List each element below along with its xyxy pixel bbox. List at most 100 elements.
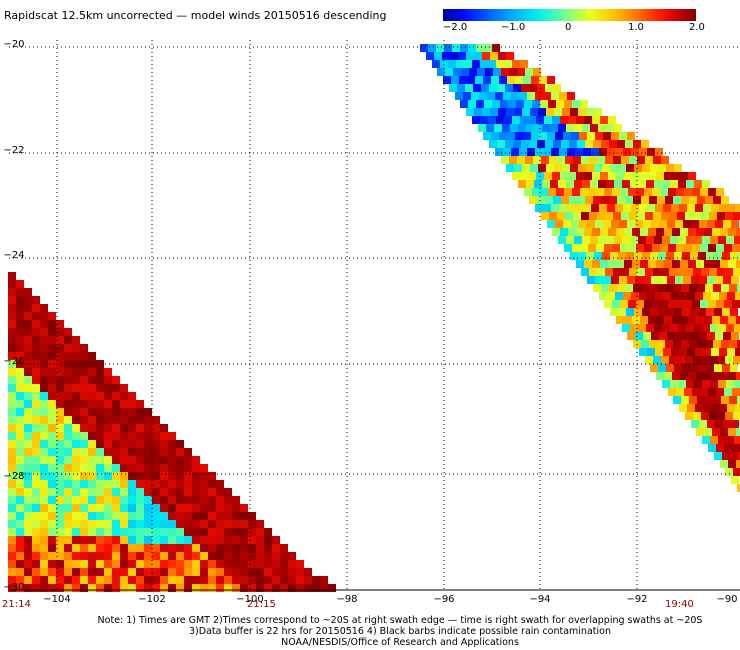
wind-cell [152, 496, 160, 504]
wind-cell [578, 164, 586, 172]
wind-cell [541, 212, 549, 220]
wind-cell [443, 76, 451, 84]
wind-cell [699, 220, 707, 228]
wind-cell [40, 576, 48, 584]
wind-cell [112, 488, 120, 496]
swath-time-right: 19:40 [665, 599, 694, 610]
wind-cell [566, 124, 574, 132]
wind-cell [24, 400, 32, 408]
wind-cell [56, 392, 64, 400]
wind-cell [232, 576, 240, 584]
wind-cell [304, 576, 312, 584]
wind-cell [168, 464, 176, 472]
wind-cell [698, 364, 706, 372]
wind-cell [654, 180, 662, 188]
wind-cell [504, 60, 512, 68]
wind-cell [700, 188, 708, 196]
wind-cell [24, 480, 32, 488]
wind-cell [120, 440, 128, 448]
wind-cell [712, 428, 720, 436]
wind-cell [104, 416, 112, 424]
wind-cell [120, 488, 128, 496]
wind-cell [120, 456, 128, 464]
wind-cell [617, 196, 625, 204]
wind-cell [232, 552, 240, 560]
wind-cell [56, 336, 64, 344]
wind-cell [623, 204, 631, 212]
wind-cell [64, 520, 72, 528]
wind-cell [702, 436, 710, 444]
wind-cell [160, 528, 168, 536]
wind-cell [627, 276, 635, 284]
wind-cell [72, 408, 80, 416]
wind-cell [609, 140, 617, 148]
wind-cell [72, 504, 80, 512]
wind-cell [40, 304, 48, 312]
wind-cell [711, 404, 719, 412]
wind-cell [80, 432, 88, 440]
wind-cell [208, 536, 216, 544]
wind-cell [112, 392, 120, 400]
wind-cell [40, 392, 48, 400]
wind-cell [72, 480, 80, 488]
wind-cell [176, 488, 184, 496]
wind-cell [558, 180, 566, 188]
wind-cell [535, 92, 543, 100]
wind-cell [594, 108, 602, 116]
wind-cell [484, 100, 492, 108]
wind-cell [726, 236, 734, 244]
wind-cell [620, 244, 628, 252]
wind-cell [704, 260, 712, 268]
wind-cell [208, 560, 216, 568]
wind-cell [599, 148, 607, 156]
note-line: NOAA/NESDIS/Office of Research and Appli… [281, 637, 519, 648]
wind-cell [732, 244, 740, 252]
wind-cell [703, 204, 711, 212]
wind-cell [104, 536, 112, 544]
wind-cell [680, 228, 688, 236]
wind-cell [532, 100, 540, 108]
wind-cell [48, 552, 56, 560]
lat-label: −30 [3, 582, 24, 593]
wind-cell [144, 472, 152, 480]
wind-cell [144, 536, 152, 544]
wind-cell [248, 568, 256, 576]
wind-cell [64, 576, 72, 584]
wind-cell [649, 196, 657, 204]
wind-cell [40, 416, 48, 424]
wind-cell [644, 188, 652, 196]
wind-cell [715, 276, 723, 284]
wind-cell [507, 76, 515, 84]
wind-cell [24, 304, 32, 312]
wind-cell [641, 196, 649, 204]
wind-cell [583, 148, 591, 156]
wind-cell [48, 528, 56, 536]
wind-cell [120, 528, 128, 536]
wind-cell [703, 348, 711, 356]
wind-cell [120, 552, 128, 560]
wind-cell [710, 436, 718, 444]
wind-cell [529, 196, 537, 204]
wind-cell [662, 236, 670, 244]
wind-cell [16, 360, 24, 368]
wind-cell [72, 560, 80, 568]
wind-cell [672, 316, 680, 324]
wind-cell [272, 584, 280, 592]
wind-cell [610, 308, 618, 316]
wind-cell [655, 348, 663, 356]
wind-cell [8, 480, 16, 488]
wind-cell [232, 544, 240, 552]
wind-cell [24, 296, 32, 304]
wind-cell [600, 172, 608, 180]
wind-cell [562, 108, 570, 116]
wind-cell [184, 528, 192, 536]
wind-cell [24, 288, 32, 296]
wind-cell [176, 464, 184, 472]
wind-cell [144, 512, 152, 520]
wind-cell [32, 488, 40, 496]
wind-cell [48, 328, 56, 336]
wind-cell [104, 400, 112, 408]
wind-cell [473, 84, 481, 92]
wind-cell [632, 316, 640, 324]
wind-cell [564, 100, 572, 108]
